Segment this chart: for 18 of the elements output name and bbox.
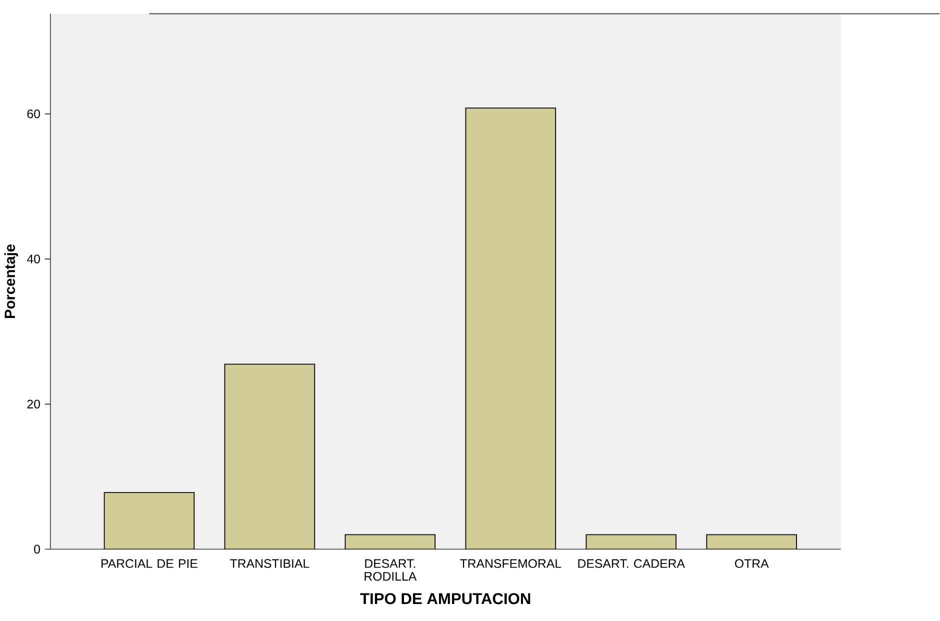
bar [586, 534, 677, 550]
y-axis-title: Porcentaje [4, 244, 18, 318]
x-tick-label: DESART. RODILLA [364, 559, 417, 581]
x-tick-label: TRANSFEMORAL [460, 559, 562, 568]
y-tick-label: 40 [26, 254, 40, 264]
bar [706, 534, 797, 550]
x-tick-label: PARCIAL DE PIE [102, 559, 198, 568]
x-tick-label: DESART. CADERA [578, 559, 685, 568]
x-tick-label: TRANSTIBIAL [230, 559, 310, 568]
y-tick-label: 0 [34, 544, 40, 554]
bar [465, 108, 556, 550]
x-tick-label: OTRA [735, 559, 769, 568]
bar [104, 492, 195, 550]
bar [344, 534, 436, 550]
bar [224, 364, 316, 550]
y-tick-label: 60 [27, 110, 40, 118]
y-tick-label: 20 [27, 400, 40, 409]
x-axis-title: TIPO DE AMPUTACION [360, 593, 530, 604]
